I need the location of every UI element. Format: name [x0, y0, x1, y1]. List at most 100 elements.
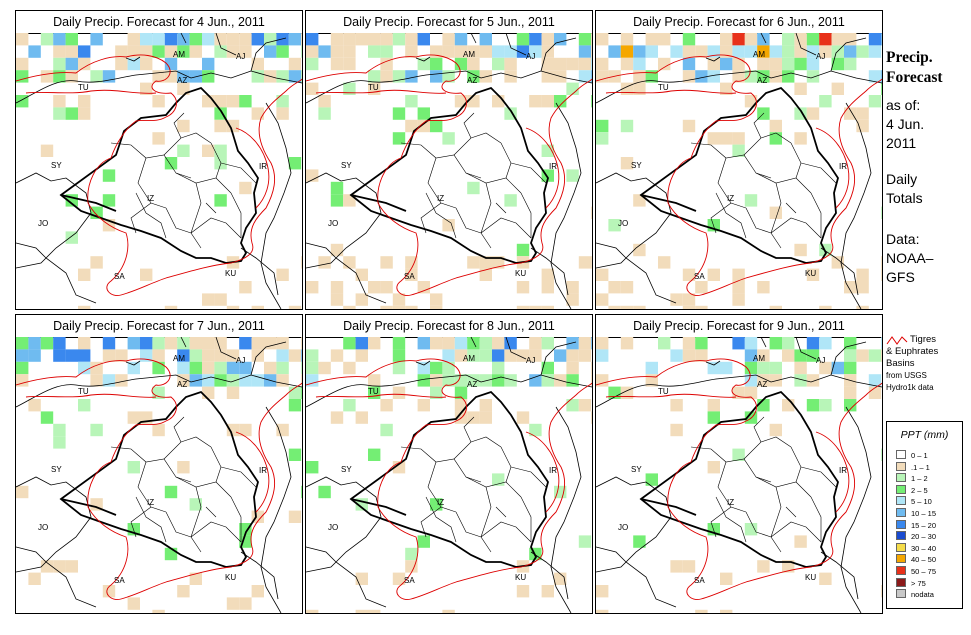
precip-cell	[695, 305, 708, 309]
precip-cell	[819, 45, 832, 58]
precip-cell	[288, 510, 302, 523]
precip-cell	[479, 337, 492, 350]
precip-cell	[578, 70, 592, 83]
precip-cell	[744, 386, 758, 399]
precip-cell	[442, 609, 455, 613]
precip-cell	[732, 132, 745, 145]
precip-cell	[620, 45, 634, 58]
precip-cell	[541, 57, 554, 71]
precip-cell	[405, 33, 418, 46]
legend-label: 30 – 40	[911, 543, 937, 553]
precip-cell	[343, 45, 356, 58]
precip-cell	[164, 70, 178, 83]
precip-cell	[152, 386, 165, 399]
precip-cell	[596, 293, 609, 306]
precip-cell	[492, 256, 505, 269]
precip-cell	[301, 33, 302, 46]
precip-cell	[541, 361, 554, 375]
precip-cell	[769, 305, 782, 309]
precip-cell	[264, 361, 277, 375]
legend-title: PPT (mm)	[900, 429, 949, 441]
precip-cell	[318, 361, 331, 375]
precip-cell	[301, 386, 302, 399]
precip-cell	[732, 293, 745, 306]
precip-cell	[164, 57, 178, 71]
precip-cell	[288, 386, 302, 399]
map-label-sy: SY	[631, 161, 642, 170]
precip-cell	[596, 609, 609, 613]
precip-cell	[301, 374, 302, 387]
precip-cell	[140, 33, 153, 46]
precip-cell	[596, 268, 609, 281]
legend-item: 15 – 20	[896, 519, 936, 531]
precip-cell	[467, 57, 480, 71]
precip-cell	[732, 448, 745, 461]
map-label-ku: KU	[805, 573, 816, 582]
precip-cell	[695, 45, 708, 58]
precip-cell	[392, 107, 406, 120]
precip-cell	[504, 194, 517, 207]
precip-cell	[591, 337, 592, 350]
precip-cell	[844, 361, 857, 375]
precip-cell	[516, 411, 530, 424]
legend-item: > 75	[896, 577, 926, 589]
precip-cell	[16, 95, 29, 108]
map-label-tu: TU	[368, 83, 379, 92]
precip-cell	[405, 119, 418, 133]
precip-cell	[596, 57, 609, 71]
precip-cell	[430, 386, 443, 399]
map-label-ir: IR	[549, 466, 557, 475]
precip-cell	[620, 33, 634, 46]
precip-cell	[744, 523, 758, 536]
precip-cell	[189, 337, 202, 350]
precip-cell	[430, 70, 443, 83]
precip-cell	[368, 374, 381, 387]
precip-cell	[744, 361, 758, 375]
precip-cell	[251, 374, 264, 387]
precip-cell	[65, 231, 78, 244]
legend-swatch	[896, 554, 906, 564]
precip-cell	[744, 95, 758, 108]
precip-cell	[53, 57, 66, 71]
iraq-border	[639, 390, 839, 568]
precip-cell	[591, 374, 592, 387]
precip-cell	[596, 374, 609, 387]
precip-cell	[53, 45, 66, 58]
panel-title: Daily Precip. Forecast for 4 Jun., 2011	[16, 11, 302, 34]
precip-cell	[757, 361, 770, 375]
precip-cell	[214, 95, 227, 108]
precip-cell	[732, 144, 745, 157]
as-of-block: as of: 4 Jun. 2011	[886, 96, 924, 153]
precip-cell	[591, 411, 592, 424]
precip-cell	[239, 374, 252, 387]
precip-cell	[276, 45, 289, 58]
precip-cell	[806, 107, 820, 120]
map-label-sa: SA	[114, 272, 125, 281]
precip-cell	[90, 498, 103, 511]
country-borders	[596, 337, 882, 613]
precip-cell	[53, 95, 66, 108]
map-label-ku: KU	[225, 573, 236, 582]
as-of-label: as of:	[886, 97, 921, 113]
precip-cell	[276, 95, 289, 108]
precip-cell	[189, 572, 202, 585]
precip-cell	[78, 95, 91, 108]
precip-cell	[202, 374, 215, 387]
precip-cell	[177, 585, 190, 598]
precip-cell	[541, 585, 554, 598]
legend-swatch	[896, 461, 906, 471]
precip-cell	[608, 281, 621, 294]
precip-cell	[769, 119, 782, 133]
precip-cell	[251, 107, 264, 120]
precip-cell	[566, 349, 579, 362]
precip-cell	[28, 399, 41, 412]
precip-cell	[794, 57, 807, 71]
map-label-jo: JO	[38, 523, 48, 532]
panel-title: Daily Precip. Forecast for 9 Jun., 2011	[596, 315, 882, 338]
precip-cell	[53, 423, 66, 437]
country-borders	[16, 33, 302, 309]
precip-cell	[732, 45, 745, 58]
precip-cell	[744, 194, 758, 207]
basin-outline	[16, 54, 302, 296]
precip-cell	[90, 374, 103, 387]
